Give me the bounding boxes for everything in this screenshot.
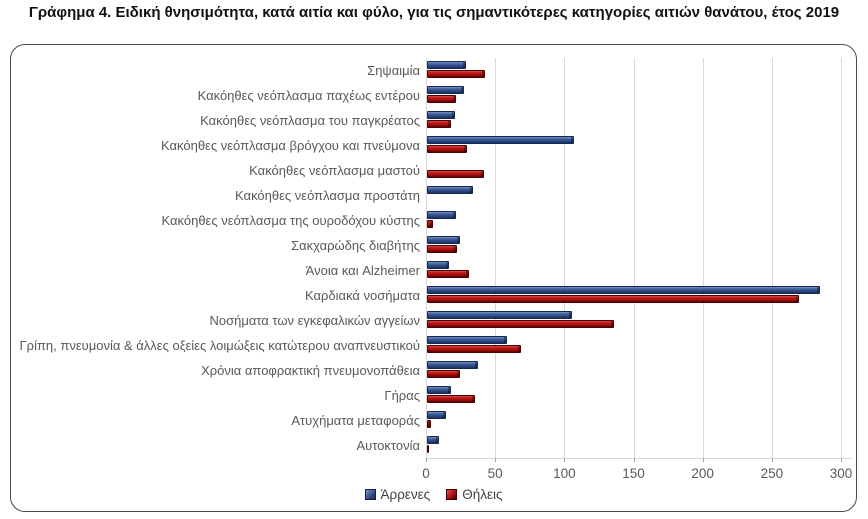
bar-males: [427, 236, 461, 244]
bar-females: [427, 320, 614, 328]
bar-males: [427, 261, 450, 269]
x-tick-label: 0: [422, 466, 430, 481]
chart-title: Γράφημα 4. Ειδική θνησιμότητα, κατά αιτί…: [28, 4, 840, 21]
chart-frame: Σηψαιμία Κακόηθες νεόπλασμα παχέως εντέρο…: [10, 44, 857, 512]
category-label: Νοσήματα των εγκεφαλικών αγγείων: [209, 313, 420, 328]
bar-males: [427, 61, 466, 69]
bar-males: [427, 186, 473, 194]
category-label: Κακόηθες νεόπλασμα της ουροδόχου κύστης: [161, 213, 420, 228]
bar-males: [427, 336, 508, 344]
x-tick-mark: [841, 458, 842, 462]
bar-females: [427, 120, 451, 128]
category-label: Κακόηθες νεόπλασμα μαστού: [249, 163, 420, 178]
category-label: Κακόηθες νεόπλασμα παχέως εντέρου: [197, 88, 420, 103]
bar-females: [427, 445, 430, 453]
bar-females: [427, 70, 486, 78]
x-tick-mark: [495, 458, 497, 462]
bar-females: [427, 370, 461, 378]
x-tick-label: 200: [691, 466, 714, 481]
x-tick-label: 250: [760, 466, 784, 481]
bar-males: [427, 386, 451, 394]
legend: Άρρενες Θήλεις: [11, 485, 856, 503]
bar-females: [427, 420, 432, 428]
x-tick-mark: [771, 458, 773, 462]
bar-females: [427, 145, 468, 153]
category-label: Γρίπη, πνευμονία & άλλες οξείες λοιμώξει…: [19, 338, 420, 353]
bar-males: [427, 361, 479, 369]
category-label: Ατυχήματα μεταφοράς: [291, 413, 420, 428]
category-label: Κακόηθες νεόπλασμα του παγκρέατος: [200, 113, 420, 128]
bar-males: [427, 136, 574, 144]
y-axis-line: [426, 58, 427, 458]
gridline: [633, 58, 635, 458]
x-tick-mark: [426, 458, 427, 462]
x-axis-line: [426, 458, 852, 459]
x-tick-label: 300: [829, 466, 853, 481]
category-label: Κακόηθες νεόπλασμα προστάτη: [235, 188, 420, 203]
category-label: Σακχαρώδης διαβήτης: [291, 238, 420, 253]
gridline: [702, 58, 704, 458]
bar-females: [427, 220, 433, 228]
x-tick-mark: [633, 458, 635, 462]
bar-males: [427, 286, 820, 294]
category-label: Σηψαιμία: [367, 63, 420, 78]
bar-males: [427, 436, 440, 444]
bar-males: [427, 311, 573, 319]
legend-swatch-males: [364, 488, 376, 500]
legend-label: Θήλεις: [462, 486, 503, 502]
legend-item: Άρρενες: [364, 486, 431, 502]
legend-swatch-females: [446, 488, 458, 500]
x-tick-mark: [702, 458, 704, 462]
bar-males: [427, 211, 457, 219]
category-label: Άνοια και Alzheimer: [305, 263, 420, 278]
bar-females: [427, 95, 457, 103]
x-tick-label: 100: [553, 466, 576, 481]
bar-females: [427, 270, 469, 278]
bar-females: [427, 170, 484, 178]
category-label: Γήρας: [384, 388, 420, 403]
category-label: Χρόνια αποφρακτική πνευμονοπάθεια: [201, 363, 420, 378]
gridline: [771, 58, 773, 458]
legend-label: Άρρενες: [380, 486, 431, 502]
bar-males: [427, 111, 455, 119]
bar-males: [427, 411, 447, 419]
bar-females: [427, 395, 476, 403]
gridline: [564, 58, 566, 458]
plot-area: 0 50 100 150 200 250 300: [422, 58, 852, 481]
category-label: Αυτοκτονία: [356, 438, 420, 453]
category-axis: Σηψαιμία Κακόηθες νεόπλασμα παχέως εντέρο…: [17, 58, 420, 458]
x-tick-label: 150: [622, 466, 645, 481]
category-label: Καρδιακά νοσήματα: [305, 288, 420, 303]
bar-males: [427, 86, 465, 94]
bar-females: [427, 245, 458, 253]
x-tick-label: 50: [487, 466, 503, 481]
gridline: [841, 58, 842, 458]
bar-females: [427, 295, 800, 303]
x-tick-mark: [564, 458, 566, 462]
category-label: Κακόηθες νεόπλασμα βρόγχου και πνεύμονα: [161, 138, 420, 153]
legend-item: Θήλεις: [446, 487, 502, 502]
bar-females: [427, 345, 522, 353]
gridline: [495, 58, 497, 458]
